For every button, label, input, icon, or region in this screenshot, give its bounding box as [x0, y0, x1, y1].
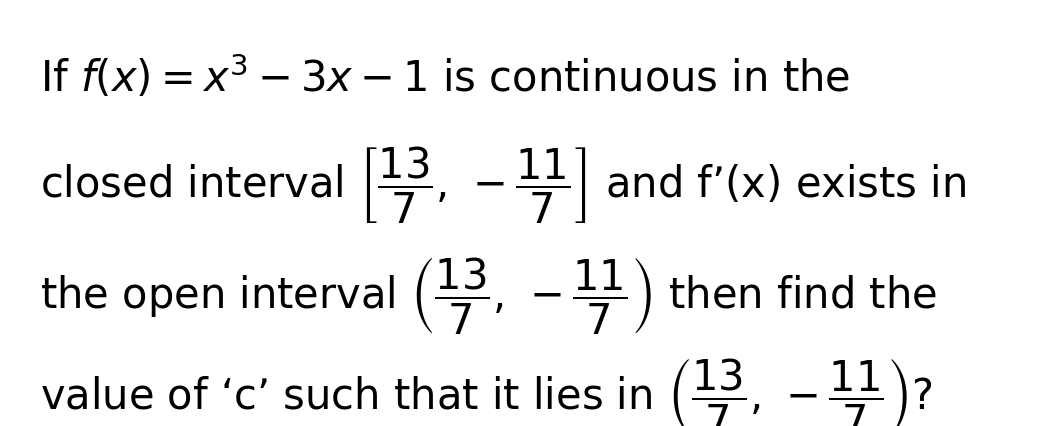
Text: If $f(x) = x^3 - 3x - 1$ is continuous in the: If $f(x) = x^3 - 3x - 1$ is continuous i…	[40, 53, 849, 101]
Text: the open interval $\left(\dfrac{13}{7},\, -\dfrac{11}{7}\right)$ then find the: the open interval $\left(\dfrac{13}{7},\…	[40, 256, 937, 337]
Text: closed interval $\left[\dfrac{13}{7},\, -\dfrac{11}{7}\right]$ and f’(x) exists : closed interval $\left[\dfrac{13}{7},\, …	[40, 145, 966, 226]
Text: value of ‘c’ such that it lies in $\left(\dfrac{13}{7},\, -\dfrac{11}{7}\right)$: value of ‘c’ such that it lies in $\left…	[40, 356, 933, 426]
